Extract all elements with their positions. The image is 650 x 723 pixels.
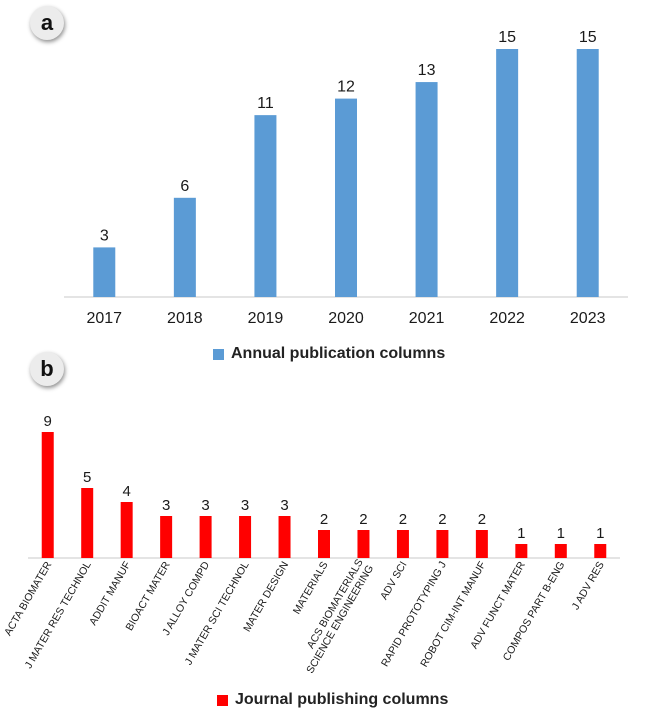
bar-2023 (576, 49, 599, 297)
annual-publication-chart: 3 2017 6 2018 11 2019 12 2020 13 2021 15 2022 15 2023 (64, 29, 628, 327)
legend-label-annual: Annual publication columns (231, 345, 446, 362)
tick-label-acs-biomaterials-science-engineering: ACS BIOMATERIALSSCIENCE ENGINEERING (294, 557, 376, 676)
legend-swatch-annual (213, 348, 224, 360)
data-label-materials: 2 (320, 511, 328, 528)
bar-bioact-mater (160, 516, 173, 558)
data-label-adv-sci: 2 (399, 511, 407, 528)
tick-label-2020: 2020 (328, 310, 364, 327)
tick-label-materials: MATERIALS (291, 560, 331, 617)
data-label-j-alloy-compd: 3 (201, 497, 209, 514)
panel-b-label: b (30, 352, 64, 386)
data-label-mater-design: 3 (280, 497, 288, 514)
bar-robot-cim-int-manuf (475, 530, 488, 558)
bar-materials (318, 530, 330, 558)
data-label-j-adv-res: 1 (596, 525, 604, 542)
data-label-acs-biomaterials-science-engineering: 2 (359, 511, 367, 528)
bar-mater-design (278, 516, 291, 558)
bar-2020 (335, 98, 357, 297)
tick-label-2021: 2021 (409, 310, 445, 327)
bar-j-adv-res (594, 544, 607, 558)
data-label-addit-manuf: 4 (122, 483, 130, 500)
tick-label-2017: 2017 (86, 310, 122, 327)
legend-annual: Annual publication columns (213, 345, 445, 363)
bar-compos-part-b-eng (554, 544, 567, 558)
tick-label-2019: 2019 (248, 310, 284, 327)
tick-label-j-adv-res: J ADV RES (570, 560, 607, 612)
bar-acta-biomater (41, 432, 54, 558)
data-label-2018: 6 (180, 178, 189, 195)
data-label-compos-part-b-eng: 1 (557, 525, 565, 542)
data-label-2023: 15 (579, 29, 597, 46)
bar-j-mater-res-technol (81, 488, 94, 558)
bar-2018 (173, 197, 196, 297)
bar-j-mater-sci-technol (239, 516, 252, 558)
data-label-2020: 12 (337, 79, 355, 96)
tick-label-adv-sci: ADV SCI (378, 560, 409, 602)
tick-label-2022: 2022 (489, 310, 525, 327)
data-label-acta-biomater: 9 (44, 413, 52, 430)
legend-label-journal: Journal publishing columns (235, 691, 449, 708)
bar-acs-biomaterials-science-engineering (357, 530, 370, 558)
bar-2017 (93, 247, 116, 297)
data-label-bioact-mater: 3 (162, 497, 170, 514)
data-label-2019: 11 (257, 95, 274, 112)
data-label-rapid-prototyping-j: 2 (438, 511, 446, 528)
bar-2019 (254, 115, 277, 297)
bar-rapid-prototyping-j (436, 530, 449, 558)
data-label-adv-funct-mater: 1 (517, 525, 525, 542)
data-label-j-mater-res-technol: 5 (83, 469, 91, 486)
bar-adv-sci (396, 530, 409, 558)
tick-label-2018: 2018 (167, 310, 203, 327)
legend-journal: Journal publishing columns (217, 691, 448, 709)
data-label-2021: 13 (418, 62, 436, 79)
data-label-2017: 3 (100, 227, 109, 244)
legend-swatch-journal (217, 694, 228, 706)
data-label-robot-cim-int-manuf: 2 (478, 511, 486, 528)
tick-label-2023: 2023 (570, 310, 606, 327)
bar-adv-funct-mater (515, 544, 528, 558)
bar-2021 (415, 82, 438, 297)
bar-j-alloy-compd (199, 516, 212, 558)
tick-label-addit-manuf: ADDIT MANUF (87, 560, 133, 628)
data-label-j-mater-sci-technol: 3 (241, 497, 249, 514)
data-label-2022: 15 (498, 29, 516, 46)
bar-addit-manuf (120, 502, 133, 558)
bar-2022 (496, 49, 519, 297)
panel-a-label: a (30, 6, 64, 40)
